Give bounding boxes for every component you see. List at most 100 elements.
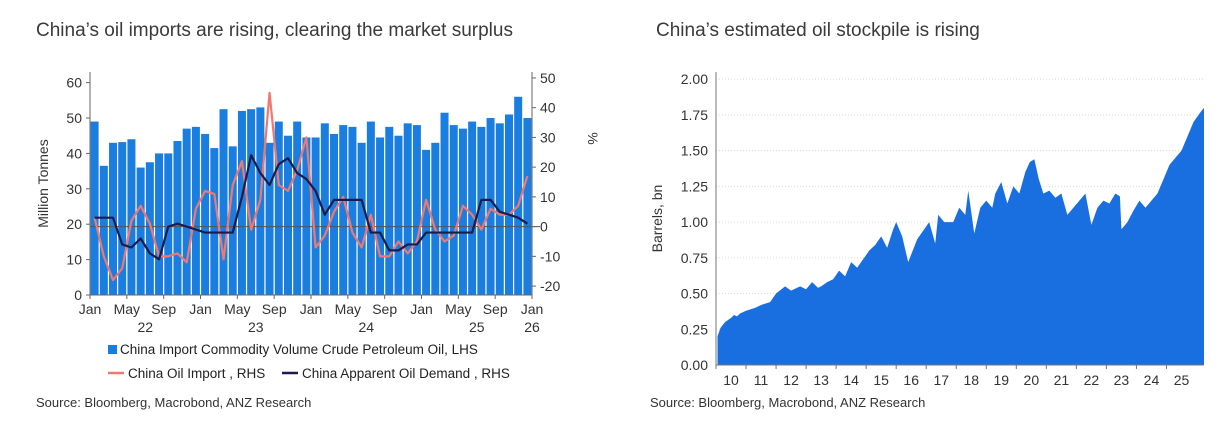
- x-month-label: Sep: [372, 301, 397, 317]
- x-tick-label: 10: [723, 372, 739, 388]
- oil-import-line: [93, 91, 529, 282]
- left-tick-label: 20: [66, 216, 82, 232]
- import-volume-bar: [376, 137, 385, 295]
- import-volume-bar: [495, 123, 504, 295]
- import-volume-bar: [283, 135, 292, 295]
- import-volume-bar: [477, 126, 486, 296]
- x-month-label: Sep: [483, 301, 508, 317]
- import-volume-bar: [412, 125, 421, 295]
- x-year-label: 25: [469, 319, 485, 335]
- y-tick-label: 1.25: [681, 178, 708, 194]
- import-volume-bar: [311, 137, 320, 295]
- left-tick-label: 60: [66, 75, 82, 91]
- chart-title: China’s estimated oil stockpile is risin…: [656, 20, 980, 41]
- import-volume-bar: [155, 153, 164, 295]
- y-tick-label: 0.50: [681, 286, 708, 302]
- left-tick-label: 30: [66, 181, 82, 197]
- x-tick-label: 15: [873, 372, 889, 388]
- x-tick-label: 14: [843, 372, 859, 388]
- x-tick-label: 22: [1084, 372, 1100, 388]
- left-tick-label: 50: [66, 110, 82, 126]
- import-volume-bar: [504, 114, 513, 295]
- import-volume-bar: [514, 96, 523, 295]
- import-volume-bar: [422, 149, 431, 295]
- right-tick-label: 10: [540, 189, 556, 205]
- import-volume-bar: [403, 123, 412, 295]
- left-tick-label: 10: [66, 252, 82, 268]
- import-volume-bar: [164, 153, 173, 295]
- x-month-label: May: [224, 301, 250, 317]
- import-volume-bar: [458, 128, 467, 295]
- import-volume-bar: [523, 118, 532, 296]
- import-volume-bar: [247, 109, 256, 295]
- right-tick-label: 40: [540, 100, 556, 116]
- imports-chart: 0 10 20 30 40 50 60 -20 -10 0 10 20 30 40 50 Million To…: [35, 70, 600, 381]
- x-month-label: Jan: [521, 301, 544, 317]
- y-tick-label: 2.00: [681, 71, 708, 87]
- y-tick-label: 1.75: [681, 107, 708, 123]
- right-tick-label: 20: [540, 159, 556, 175]
- import-volume-bar: [228, 146, 237, 295]
- import-volume-bar: [219, 109, 228, 295]
- import-volume-bar: [366, 121, 375, 295]
- import-volume-bar: [385, 126, 394, 296]
- x-month-label: Jan: [300, 301, 323, 317]
- right-tick-label: 0: [540, 219, 548, 235]
- import-volume-bar: [145, 162, 154, 295]
- import-volume-bar: [348, 126, 357, 296]
- right-tick-label: -10: [540, 248, 560, 264]
- import-volume-bar: [99, 165, 108, 295]
- import-volume-bar: [237, 110, 246, 295]
- y-tick-label: 0.00: [681, 357, 708, 373]
- right-axis-title: %: [585, 132, 600, 144]
- x-year-label: 24: [358, 319, 374, 335]
- x-month-label: Jan: [410, 301, 433, 317]
- import-volume-bar: [265, 142, 274, 295]
- y-tick-label: 1.50: [681, 143, 708, 159]
- import-volume-bar: [468, 121, 477, 295]
- import-volume-bar: [486, 118, 495, 296]
- import-volume-bar: [201, 133, 210, 295]
- x-tick-label: 17: [933, 372, 949, 388]
- stockpile-chart: 0.00 0.25 0.50 0.75 1.00 1.25 1.50 1.75 2.00 10 11…: [649, 71, 1204, 388]
- x-tick-label: 20: [1024, 372, 1040, 388]
- left-tick-label: 40: [66, 145, 82, 161]
- legend-label: China Oil Import , RHS: [128, 366, 265, 381]
- import-volume-bar: [320, 123, 329, 295]
- x-month-label: Sep: [262, 301, 287, 317]
- legend-label: China Import Commodity Volume Crude Petr…: [120, 342, 478, 357]
- import-volume-bar: [293, 121, 302, 295]
- right-tick-label: 50: [540, 70, 556, 86]
- x-tick-label: 13: [813, 372, 829, 388]
- x-tick-label: 21: [1054, 372, 1070, 388]
- import-volume-bar: [274, 121, 283, 295]
- import-volume-bar: [339, 125, 348, 295]
- apparent-demand-line: [94, 154, 528, 261]
- x-tick-label: 11: [754, 372, 769, 388]
- right-tick-label: -20: [540, 278, 560, 294]
- import-volume-bar: [357, 142, 366, 295]
- import-volume-bar: [118, 142, 127, 295]
- x-month-label: May: [114, 301, 140, 317]
- import-volume-bar: [210, 148, 219, 295]
- chart-source: Source: Bloomberg, Macrobond, ANZ Resear…: [36, 395, 312, 410]
- import-volume-bar: [431, 142, 440, 295]
- import-volume-bar: [302, 137, 311, 295]
- stockpile-area: [717, 107, 1204, 365]
- x-year-label: 22: [137, 319, 153, 335]
- x-tick-label: 25: [1174, 372, 1190, 388]
- right-tick-label: 30: [540, 129, 556, 145]
- left-tick-label: 0: [74, 287, 82, 303]
- import-volume-bar: [440, 112, 449, 296]
- legend-swatch-bar: [108, 345, 117, 354]
- right-chart-panel: China’s estimated oil stockpile is risin…: [620, 0, 1217, 421]
- x-tick-label: 24: [1144, 372, 1160, 388]
- x-tick-label: 19: [994, 372, 1010, 388]
- x-year-label: 23: [248, 319, 264, 335]
- x-month-label: May: [335, 301, 361, 317]
- x-month-label: Jan: [189, 301, 212, 317]
- import-volume-bar: [449, 125, 458, 295]
- import-volume-bar: [136, 167, 145, 295]
- y-axis-title: Barrels, bn: [649, 185, 665, 253]
- chart-title: China’s oil imports are rising, clearing…: [36, 20, 513, 41]
